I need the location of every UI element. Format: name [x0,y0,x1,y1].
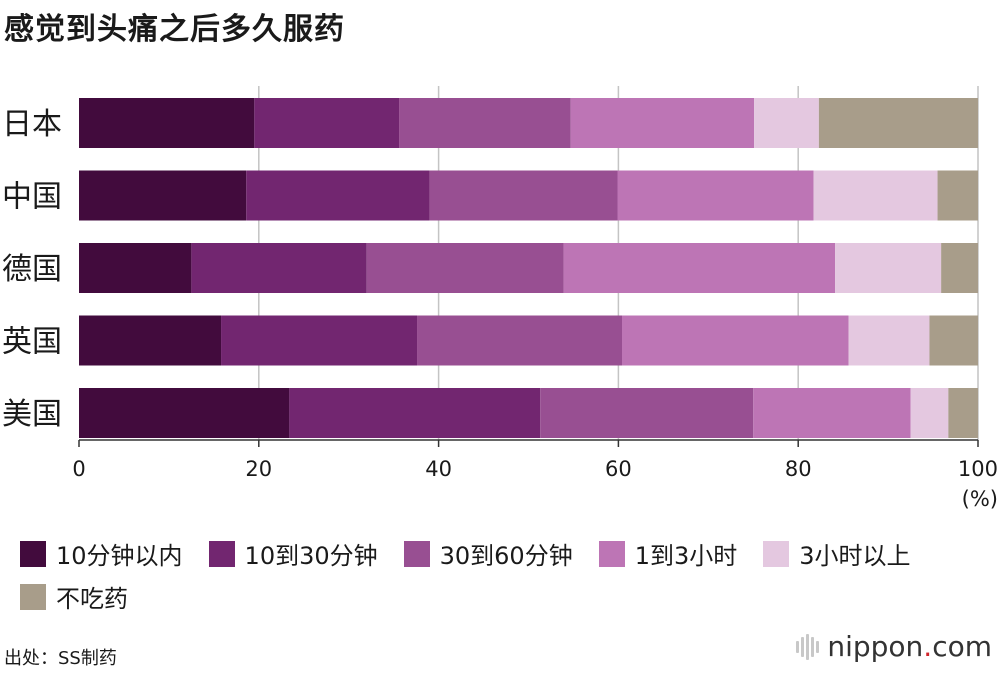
bars [79,98,978,438]
bar-5-series-4 [753,388,910,438]
legend-item-5: 3小时以上 [763,536,910,571]
x-tick-label: 60 [605,457,632,481]
bar-4-series-3 [417,316,622,366]
source-note: 出处：SS制药 [4,644,117,670]
legend-swatch [763,541,789,567]
bar-3-series-5 [835,243,941,293]
bar-3-series-2 [191,243,366,293]
bar-4-series-2 [221,316,417,366]
legend-item-1: 10分钟以内 [20,536,183,571]
bar-3-series-4 [564,243,835,293]
x-tick-label: 0 [72,457,85,481]
bar-5-series-2 [289,388,540,438]
bar-1-series-1 [79,98,254,148]
x-unit-label: (%) [962,487,998,511]
bar-1-series-3 [399,98,571,148]
legend-label: 3小时以上 [799,536,910,571]
legend: 10分钟以内 10到30分钟 30到60分钟 1到3小时 3小时以上不吃药 [20,536,995,614]
category-label: 日本 [2,107,62,142]
legend-swatch [404,541,430,567]
legend-swatch [599,541,625,567]
legend-label: 10到30分钟 [245,536,378,571]
x-tick-labels: 0 20 40 60 80 100 [72,440,998,481]
bar-4-series-5 [849,316,930,366]
legend-item-2: 10到30分钟 [209,536,378,571]
bar-1-series-5 [754,98,819,148]
bar-2-series-4 [618,171,814,221]
bar-5-series-6 [948,388,978,438]
legend-swatch [20,584,46,610]
x-tick-label: 20 [245,457,272,481]
bar-4-series-1 [79,316,221,366]
bar-2-series-3 [430,171,618,221]
legend-label: 30到60分钟 [440,536,573,571]
legend-item-4: 1到3小时 [599,536,738,571]
legend-swatch [209,541,235,567]
bar-3-series-3 [367,243,564,293]
legend-item-6: 不吃药 [20,579,128,614]
brand-name: nippon [827,630,923,663]
brand-logo: nippon. com [796,630,992,663]
bar-1-series-2 [254,98,399,148]
legend-item-3: 30到60分钟 [404,536,573,571]
legend-label: 10分钟以内 [56,536,183,571]
x-tick-label: 80 [785,457,812,481]
bar-2-series-5 [813,171,937,221]
legend-label: 1到3小时 [635,536,738,571]
brand-tld: com [932,630,992,663]
category-label: 英国 [2,325,62,360]
bar-3-series-1 [79,243,191,293]
bar-3-series-6 [941,243,978,293]
category-label: 中国 [2,180,62,215]
bar-2-series-1 [79,171,246,221]
bar-4-series-6 [929,316,978,366]
bar-5-series-1 [79,388,289,438]
category-label: 德国 [2,252,62,287]
brand-dot: . [923,630,932,663]
category-label: 美国 [2,397,62,432]
x-tick-label: 40 [425,457,452,481]
bar-2-series-6 [938,171,978,221]
brand-bars-icon [796,634,819,660]
bar-2-series-2 [246,171,429,221]
x-tick-label: 100 [958,457,998,481]
legend-swatch [20,541,46,567]
bar-1-series-4 [571,98,754,148]
bar-5-series-3 [540,388,753,438]
bar-4-series-4 [622,316,849,366]
bar-1-series-6 [819,98,978,148]
bar-5-series-5 [911,388,949,438]
legend-label: 不吃药 [56,579,128,614]
